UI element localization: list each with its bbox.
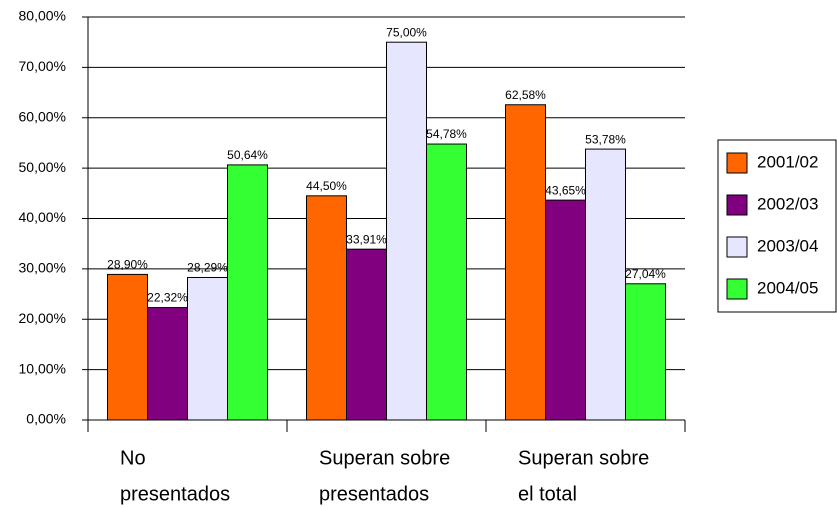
legend-swatch: [726, 236, 748, 258]
y-tick-label: 40,00%: [19, 209, 66, 225]
bar: [187, 276, 228, 421]
bar: [505, 104, 546, 421]
legend-label: 2001/02: [757, 152, 818, 171]
y-tick-label: 60,00%: [19, 108, 66, 124]
x-tick-label: presentados: [120, 483, 230, 505]
bar: [346, 248, 387, 421]
data-label: 28,90%: [107, 258, 148, 272]
data-label: 27,04%: [625, 267, 666, 281]
data-label: 53,78%: [585, 132, 626, 146]
bar: [227, 164, 268, 421]
y-tick-label: 80,00%: [19, 8, 66, 24]
legend-swatch: [726, 152, 748, 174]
data-label: 33,91%: [346, 232, 387, 246]
bar: [625, 283, 666, 421]
data-label: 43,65%: [545, 183, 586, 197]
y-tick-label: 70,00%: [19, 58, 66, 74]
bar: [426, 143, 467, 421]
data-label: 50,64%: [227, 148, 268, 162]
legend-label: 2004/05: [757, 278, 818, 297]
bar: [107, 273, 148, 421]
y-tick-label: 20,00%: [19, 310, 66, 326]
bar: [545, 199, 586, 421]
y-tick-label: 50,00%: [19, 159, 66, 175]
bar: [585, 148, 626, 421]
legend-label: 2002/03: [757, 194, 818, 213]
x-tick-label: No: [120, 447, 146, 469]
x-tick-label: el total: [518, 483, 577, 505]
data-label: 44,50%: [306, 179, 347, 193]
x-tick-label: Superan sobre: [518, 447, 649, 469]
data-label: 22,32%: [147, 291, 188, 305]
bar: [386, 41, 427, 421]
data-label: 28,29%: [187, 261, 228, 275]
y-tick-label: 10,00%: [19, 360, 66, 376]
x-tick-label: Superan sobre: [319, 447, 450, 469]
y-tick-label: 30,00%: [19, 260, 66, 276]
legend-swatch: [726, 194, 748, 216]
legend-label: 2003/04: [757, 236, 818, 255]
data-label: 54,78%: [426, 127, 467, 141]
y-tick-label: 0,00%: [26, 411, 66, 427]
bar: [147, 307, 188, 421]
data-label: 62,58%: [505, 88, 546, 102]
bar: [306, 195, 347, 421]
data-label: 75,00%: [386, 25, 427, 39]
x-tick-label: presentados: [319, 483, 429, 505]
legend-swatch: [726, 278, 748, 300]
